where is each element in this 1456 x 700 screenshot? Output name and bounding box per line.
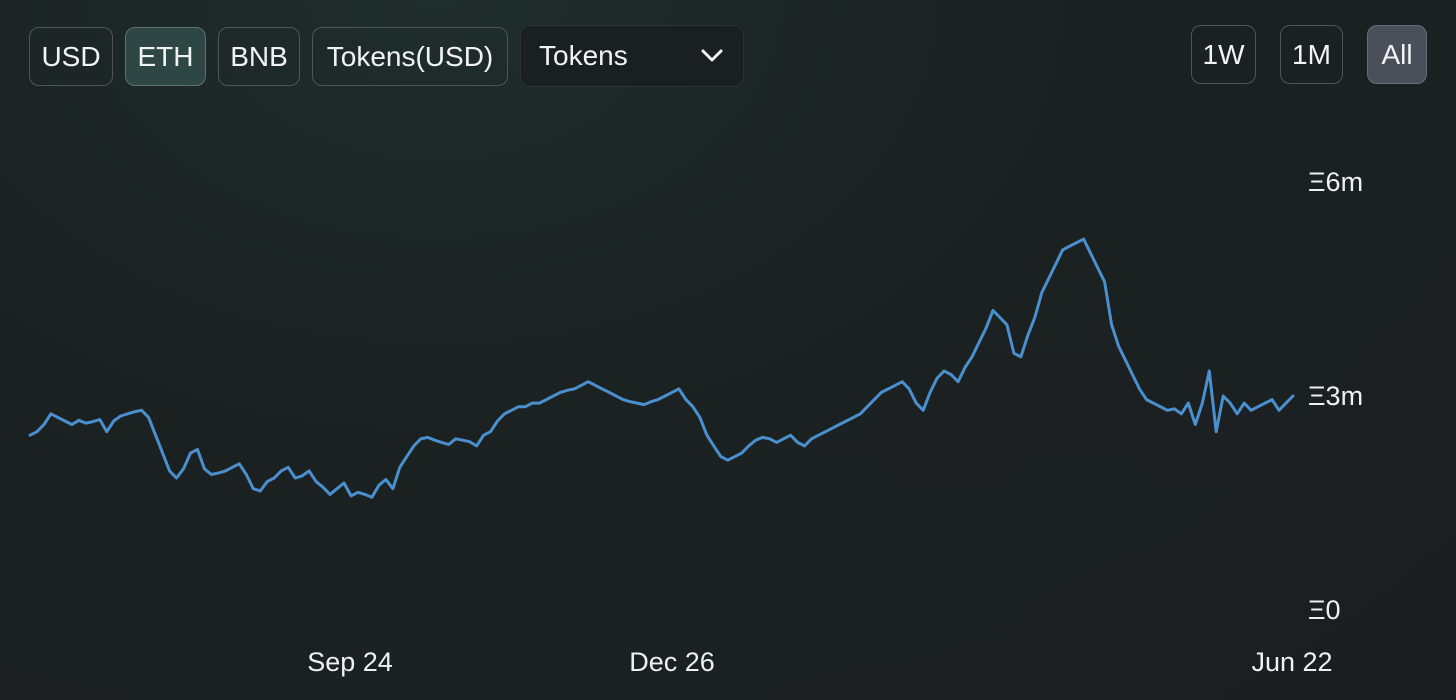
- x-tick-label: Dec 26: [629, 647, 715, 677]
- range-1m-button[interactable]: 1M: [1280, 25, 1343, 84]
- y-tick-label: Ξ6m: [1308, 167, 1363, 197]
- range-toolbar: 1W 1M All: [1191, 25, 1427, 84]
- token-dropdown[interactable]: Tokens: [520, 25, 744, 87]
- currency-toolbar: USD ETH BNB Tokens(USD) Tokens: [29, 25, 744, 87]
- range-all-button[interactable]: All: [1367, 25, 1427, 84]
- bnb-button[interactable]: BNB: [218, 27, 300, 86]
- range-1w-button[interactable]: 1W: [1191, 25, 1256, 84]
- eth-button[interactable]: ETH: [125, 27, 206, 86]
- y-tick-label: Ξ3m: [1308, 381, 1363, 411]
- y-tick-label: Ξ0: [1308, 595, 1341, 625]
- token-dropdown-value: Tokens: [539, 40, 628, 71]
- chevron-down-icon: [701, 49, 723, 62]
- chart-area-fill: [30, 239, 1293, 610]
- x-tick-label: Jun 22: [1251, 647, 1332, 677]
- x-tick-label: Sep 24: [307, 647, 393, 677]
- tokens-usd-button[interactable]: Tokens(USD): [312, 27, 508, 86]
- chart-series-line: [28, 237, 1295, 499]
- usd-button[interactable]: USD: [29, 27, 113, 86]
